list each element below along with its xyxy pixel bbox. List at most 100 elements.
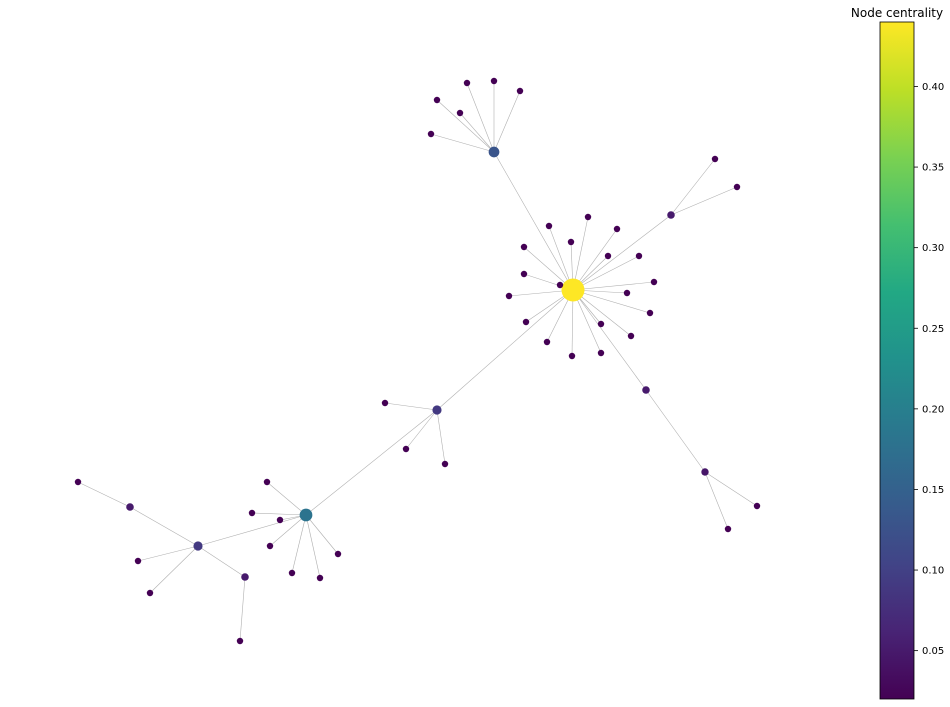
edge-layer <box>77 81 758 642</box>
node-l2 <box>126 503 134 511</box>
node-b1b <box>248 509 256 517</box>
node-l1 <box>193 541 203 551</box>
edge-b1-l1 <box>197 514 307 547</box>
node-h6 <box>604 252 612 260</box>
colorbar-tick-label: 0.15 <box>922 485 944 496</box>
edge-hub-t1 <box>493 151 574 291</box>
edge-b1-b1a <box>266 481 307 516</box>
edge-m1-m1b <box>405 409 438 450</box>
node-h8 <box>520 270 528 278</box>
colorbar-tick-label: 0.30 <box>922 243 944 254</box>
node-h2 <box>584 213 592 221</box>
edge-l2-l2a <box>77 481 131 508</box>
edge-hub-h3 <box>572 228 618 291</box>
node-l2a <box>74 478 82 486</box>
node-h15 <box>627 332 635 340</box>
node-m1b <box>402 445 410 453</box>
node-h17 <box>597 349 605 357</box>
node-h7 <box>635 252 643 260</box>
node-m1c <box>441 460 449 468</box>
edge-l1-l1b <box>149 545 199 594</box>
node-r3a <box>753 502 761 510</box>
edge-hub-h15 <box>572 289 632 337</box>
node-r3 <box>701 468 709 476</box>
node-r1b <box>733 183 741 191</box>
node-h12 <box>646 309 654 317</box>
edge-r1-r1a <box>670 158 716 216</box>
edge-b1-b1c <box>269 514 307 547</box>
edge-r2-r3 <box>645 389 706 473</box>
edge-t1-tl3 <box>493 90 521 153</box>
colorbar-tick-label: 0.20 <box>922 404 944 415</box>
node-b1e <box>316 574 324 582</box>
edge-hub-r1 <box>572 214 672 291</box>
node-tl6 <box>427 130 435 138</box>
node-layer <box>74 77 761 645</box>
edge-t1-tl5 <box>459 112 495 153</box>
node-l3 <box>241 573 249 581</box>
node-r1 <box>667 211 675 219</box>
node-r1a <box>711 155 719 163</box>
node-b1c <box>266 542 274 550</box>
edge-m1-m1a <box>384 402 438 411</box>
edge-r1-r1b <box>670 186 738 216</box>
edge-hub-h9 <box>572 281 655 291</box>
edge-t1-tl1 <box>466 82 495 153</box>
node-tl5 <box>456 109 464 117</box>
edge-b1-b1d <box>291 514 307 574</box>
edge-r3-r3a <box>704 471 758 507</box>
node-m1 <box>432 405 442 415</box>
node-h19 <box>556 281 564 289</box>
edge-hub-h12 <box>572 289 651 314</box>
colorbar-tick-label: 0.05 <box>922 646 944 657</box>
node-tl1 <box>463 79 471 87</box>
node-b1d <box>288 569 296 577</box>
edge-m1-m1c <box>436 409 446 465</box>
node-tl4 <box>433 96 441 104</box>
node-l1a <box>134 557 142 565</box>
colorbar-ticks: 0.05 0.10 0.15 0.20 0.25 0.30 0.35 0.40 <box>914 82 944 657</box>
colorbar-gradient <box>879 21 915 700</box>
node-h16 <box>543 338 551 346</box>
node-b1g <box>276 516 284 524</box>
node-tl3 <box>516 87 524 95</box>
node-l1b <box>146 589 154 597</box>
node-h3 <box>613 225 621 233</box>
node-b1f <box>334 550 342 558</box>
node-h14 <box>597 320 605 328</box>
node-hub <box>561 278 585 302</box>
colorbar-tick-label: 0.40 <box>922 82 944 93</box>
node-h9 <box>650 278 658 286</box>
edge-l3-l3a <box>239 576 246 642</box>
node-h1 <box>545 222 553 230</box>
edge-b1-b1e <box>305 514 321 579</box>
edge-m1-b1 <box>305 409 438 516</box>
colorbar: Node centrality 0.05 0.10 0.15 0.20 0.25 0.30… <box>851 6 944 700</box>
node-t1 <box>488 146 500 158</box>
node-m1a <box>381 399 389 407</box>
edge-l1-l2 <box>129 506 199 547</box>
node-l3a <box>236 637 244 645</box>
node-r2 <box>642 386 650 394</box>
node-h11 <box>623 289 631 297</box>
node-h4 <box>520 243 528 251</box>
edge-hub-h2 <box>572 216 589 291</box>
node-h13 <box>522 318 530 326</box>
edge-t1-tl4 <box>436 99 495 153</box>
colorbar-tick-label: 0.10 <box>922 566 944 577</box>
node-b1a <box>263 478 271 486</box>
node-r3b <box>724 525 732 533</box>
node-b1 <box>299 508 313 522</box>
node-tl2 <box>490 77 498 85</box>
edge-b1-b1b <box>251 512 307 516</box>
edge-hub-h7 <box>572 255 640 291</box>
colorbar-tick-label: 0.35 <box>922 163 944 174</box>
edge-t1-tl6 <box>430 133 495 153</box>
edge-l1-l3 <box>197 545 246 578</box>
node-h5 <box>567 238 575 246</box>
edge-b1-b1f <box>305 514 339 555</box>
edge-r3-r3b <box>704 471 729 530</box>
node-h18 <box>568 352 576 360</box>
colorbar-title: Node centrality <box>851 6 943 20</box>
